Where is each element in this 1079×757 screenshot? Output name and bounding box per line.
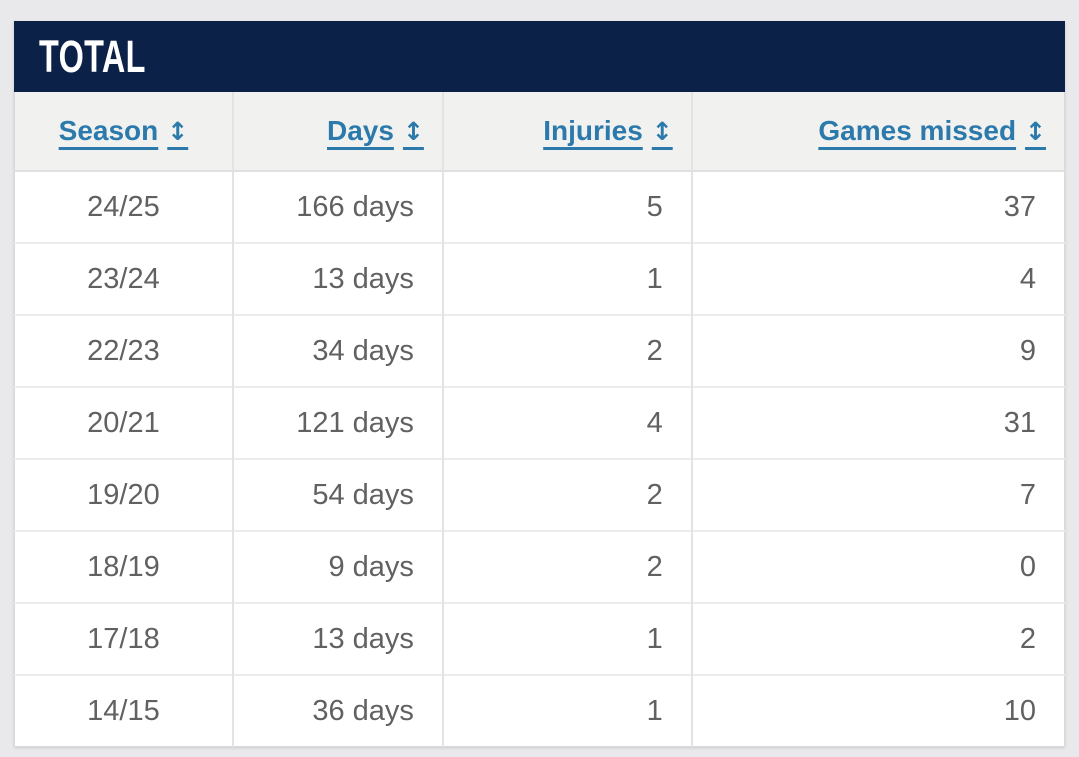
injury-stats-table: Season ↕ Days ↕ Injuries ↕ Games missed ↕ 24… [14,92,1065,747]
injuries-cell: 1 [441,674,692,747]
column-header-injuries-label: Injuries [543,115,643,146]
header-row: Season ↕ Days ↕ Injuries ↕ Games missed ↕ [14,92,1065,172]
column-header-games-missed-label: Games missed [818,115,1017,146]
table-row: 17/18 13 days 1 2 [14,602,1065,675]
column-header-days-label: Days [327,115,394,146]
days-cell: 54 days [231,458,443,531]
column-header-days[interactable]: Days ↕ [231,92,443,172]
injuries-cell: 4 [441,386,692,459]
table-row: 22/23 34 days 2 9 [14,314,1065,387]
injuries-cell: 2 [441,530,692,603]
table-row: 14/15 36 days 1 10 [14,674,1065,747]
games-missed-cell: 10 [690,674,1065,747]
season-cell: 20/21 [14,386,233,459]
injuries-cell: 2 [441,458,692,531]
days-cell: 166 days [231,171,443,243]
injuries-cell: 5 [441,171,692,243]
season-cell: 23/24 [14,242,233,315]
table-row: 18/19 9 days 2 0 [14,530,1065,603]
table-row: 20/21 121 days 4 31 [14,386,1065,459]
column-header-season-label: Season [58,115,159,146]
table-row: 24/25 166 days 5 37 [15,171,1065,243]
days-cell: 34 days [231,314,443,387]
table-row: 19/20 54 days 2 7 [14,458,1065,531]
days-cell: 13 days [231,242,443,315]
page-title: TOTAL [39,30,146,82]
column-header-season[interactable]: Season ↕ [14,92,233,172]
games-missed-cell: 0 [690,530,1065,603]
games-missed-cell: 2 [690,602,1065,675]
season-cell: 19/20 [14,458,233,531]
sort-icon: ↕ [1025,117,1046,146]
days-cell: 36 days [231,674,443,747]
season-cell: 17/18 [14,602,233,675]
season-cell: 18/19 [14,530,233,603]
stats-card: TOTAL Season ↕ Days ↕ Injuries ↕ Games miss… [14,21,1065,747]
injuries-cell: 1 [441,242,692,315]
season-cell: 14/15 [14,674,233,747]
total-title-bar: TOTAL [14,21,1065,92]
days-cell: 13 days [231,602,443,675]
days-cell: 9 days [231,530,443,603]
games-missed-cell: 7 [690,458,1065,531]
table-row: 23/24 13 days 1 4 [14,242,1065,315]
sort-icon: ↕ [651,117,673,146]
games-missed-cell: 31 [690,386,1065,459]
games-missed-cell: 4 [690,242,1065,315]
games-missed-cell: 37 [690,171,1065,243]
injuries-cell: 2 [441,314,692,387]
column-header-games-missed[interactable]: Games missed ↕ [690,92,1065,172]
sort-icon: ↕ [167,117,189,146]
sort-icon: ↕ [402,117,424,146]
season-cell: 24/25 [87,190,160,223]
injuries-cell: 1 [441,602,692,675]
days-cell: 121 days [231,386,443,459]
games-missed-cell: 9 [690,314,1065,387]
season-cell: 22/23 [14,314,233,387]
column-header-injuries[interactable]: Injuries ↕ [441,92,692,172]
